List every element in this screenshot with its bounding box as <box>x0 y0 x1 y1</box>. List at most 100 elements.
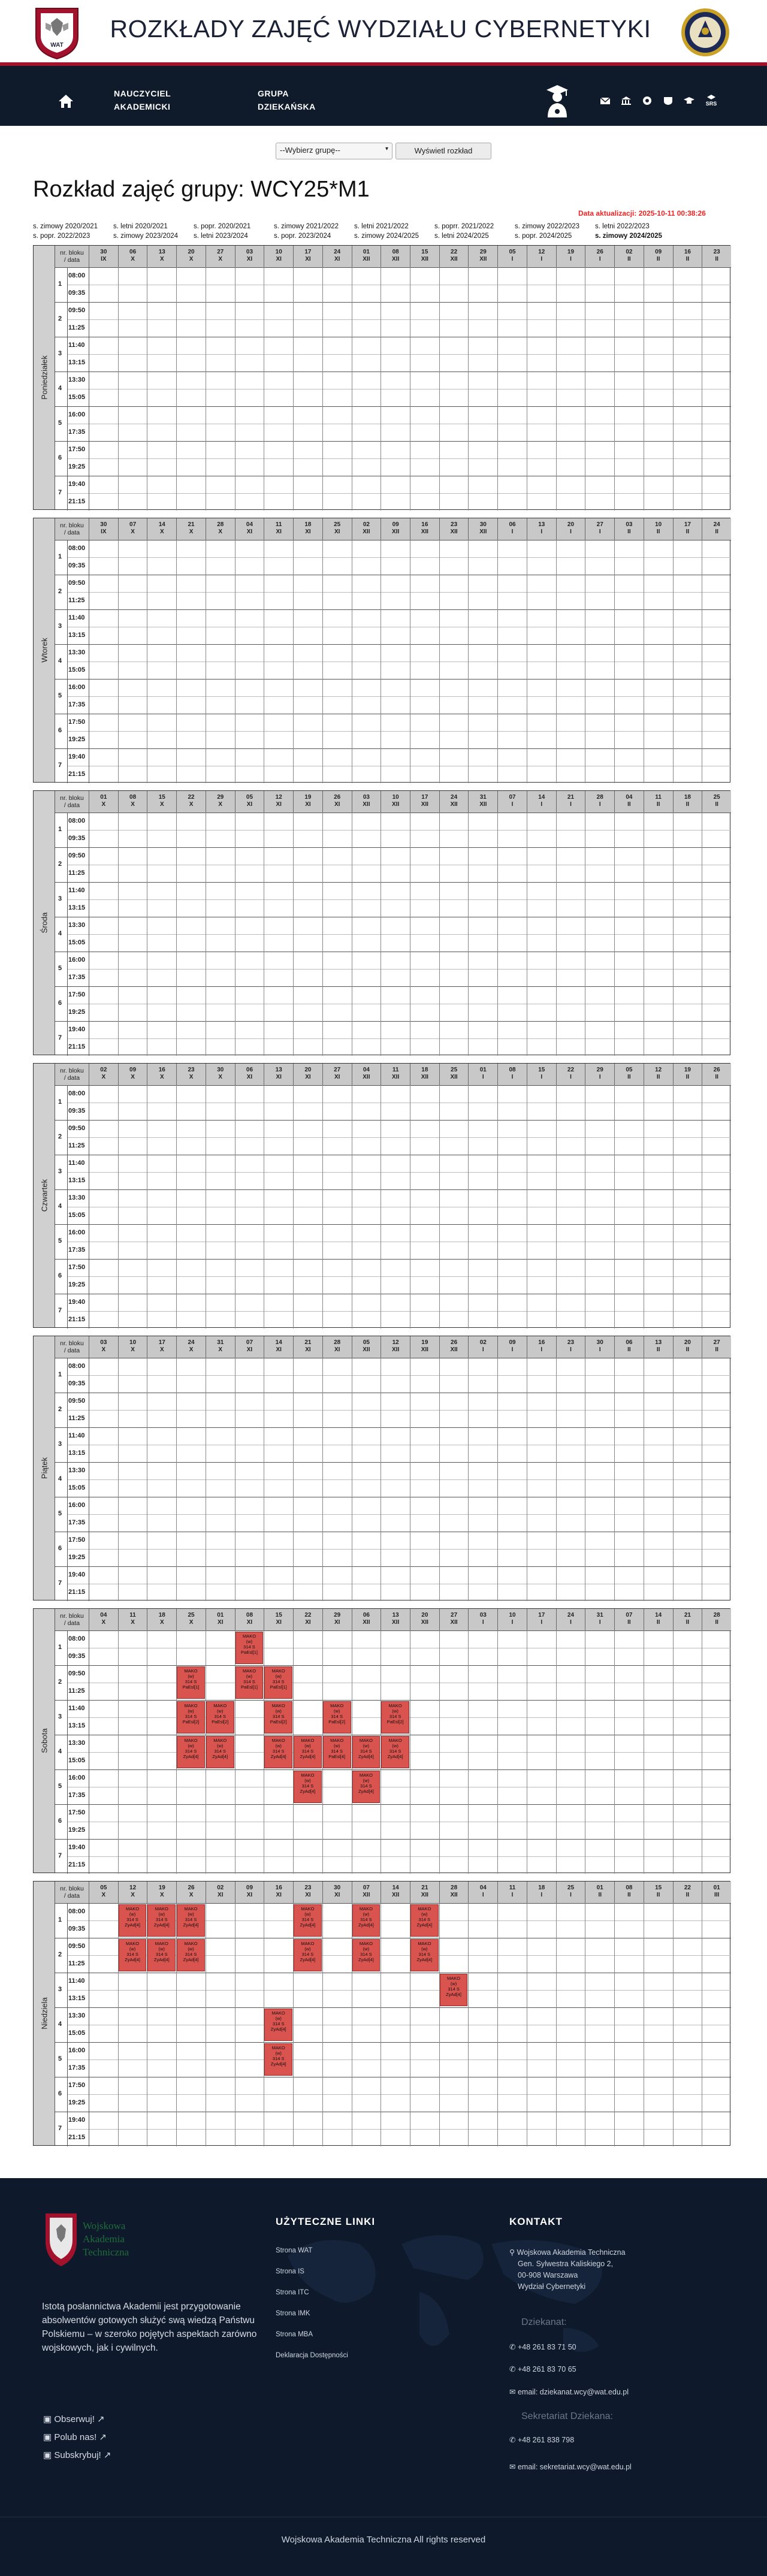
semester-link[interactable]: s. zimowy 2024/2025 <box>595 232 662 240</box>
dean-phone1[interactable]: ✆ +48 261 83 71 50 <box>509 2342 576 2353</box>
link-wat[interactable]: Strona WAT <box>276 2247 313 2254</box>
date-month: X <box>189 1619 194 1626</box>
row-divider <box>55 986 731 987</box>
class-event[interactable]: MAKO (w) 314 S PaEsl[1] <box>177 1666 205 1699</box>
class-event[interactable]: MAKO (w) 314 S ZyAd[4] <box>177 1904 205 1937</box>
group-select[interactable]: --Wybierz grupę-- ▾ <box>276 143 392 159</box>
block-number: 6 <box>58 999 62 1007</box>
semester-link[interactable]: s. zimowy 2020/2021 <box>33 223 98 230</box>
class-event[interactable]: MAKO (w) 314 S PaEsl[2] <box>206 1701 234 1734</box>
semester-link[interactable]: s. zimowy 2022/2023 <box>515 223 580 230</box>
sec-email[interactable]: ✉ email: sekretariat.wcy@wat.edu.pl <box>509 2462 632 2473</box>
nav-teacher[interactable]: NAUCZYCIEL AKADEMICKI <box>114 87 171 113</box>
class-event[interactable]: MAKO (w) 314 S ZyAd[4] <box>264 1736 293 1768</box>
link-accessibility[interactable]: Deklaracja Dostępności <box>276 2352 348 2359</box>
faculty-logo[interactable] <box>680 7 731 58</box>
class-event[interactable]: MAKO (w) 314 S ZyAd[4] <box>294 1736 322 1768</box>
srs-link[interactable]: SRS <box>702 95 720 108</box>
semester-link[interactable]: s. letni 2021/2022 <box>354 223 409 230</box>
date-month: XI <box>334 1619 340 1626</box>
class-event[interactable]: MAKO (w) 314 S PaEsl[2] <box>381 1701 409 1734</box>
half-row-divider <box>67 1311 731 1312</box>
semester-link[interactable]: s. letni 2024/2025 <box>434 232 489 240</box>
semester-link[interactable]: s. popr. 2023/2024 <box>274 232 331 240</box>
class-event[interactable]: MAKO (w) 314 S ZyAd[4] <box>352 1904 381 1937</box>
semester-link[interactable]: s. zimowy 2023/2024 <box>113 232 179 240</box>
block-number: 6 <box>58 1272 62 1279</box>
class-event[interactable]: MAKO (w) 314 S ZyAd[4] <box>410 1939 439 1971</box>
nav-group[interactable]: GRUPA DZIEKAŃSKA <box>258 87 316 113</box>
sec-phone[interactable]: ✆ +48 261 838 798 <box>509 2435 574 2446</box>
semester-link[interactable]: s. zimowy 2024/2025 <box>354 232 419 240</box>
block-end-time: 09:35 <box>68 1925 86 1932</box>
event-l1: MAKO <box>418 1906 431 1911</box>
mail-icon[interactable] <box>599 96 611 105</box>
class-event[interactable]: MAKO (w) 314 S ZyAd[4] <box>206 1736 234 1768</box>
link-is[interactable]: Strona IS <box>276 2268 304 2275</box>
date-header: 27 II <box>702 1336 731 1358</box>
class-event[interactable]: MAKO (w) 314 S PaEsl[1] <box>264 1666 293 1699</box>
semester-link[interactable]: s. letni 2023/2024 <box>194 232 248 240</box>
show-schedule-button[interactable]: Wyświetl rozkład <box>395 143 491 159</box>
class-event[interactable]: MAKO (w) 314 S ZyAd[4] <box>118 1939 147 1971</box>
class-event[interactable]: MAKO (w) 314 S PaEsl[4] <box>322 1736 351 1768</box>
class-event[interactable]: MAKO (w) 314 S ZyAd[4] <box>264 2043 293 2076</box>
class-event[interactable]: MAKO (w) 314 S ZyAd[4] <box>147 1904 176 1937</box>
social-youtube[interactable]: ▣ Subskrybuj! ↗ <box>43 2450 111 2460</box>
link-itc[interactable]: Strona ITC <box>276 2289 309 2296</box>
link-mba[interactable]: Strona MBA <box>276 2331 313 2338</box>
class-event[interactable]: MAKO (w) 314 S ZyAd[4] <box>381 1736 409 1768</box>
cap-icon[interactable] <box>683 96 695 105</box>
class-event[interactable]: MAKO (w) 314 S PaEsl[2] <box>177 1701 205 1734</box>
block-end-time: 13:15 <box>68 359 86 366</box>
date-header: 22 X <box>176 791 206 813</box>
date-header: 06 II <box>614 1336 644 1358</box>
footer-logo[interactable]: Wojskowa Akademia Techniczna <box>42 2211 150 2271</box>
semester-link[interactable]: s. zimowy 2021/2022 <box>274 223 339 230</box>
wat-logo[interactable]: WAT <box>30 5 84 60</box>
header-label-line1: nr. bloku <box>60 1612 84 1620</box>
event-l1: MAKO <box>301 1738 315 1743</box>
class-event[interactable]: MAKO (w) 314 S ZyAd[4] <box>294 1939 322 1971</box>
social-facebook[interactable]: ▣ Polub nas! ↗ <box>43 2432 107 2442</box>
class-event[interactable]: MAKO (w) 314 S ZyAd[4] <box>294 1904 322 1937</box>
semester-link[interactable]: s. poprr. 2021/2022 <box>434 223 494 230</box>
class-event[interactable]: MAKO (w) 314 S ZyAd[4] <box>352 1939 381 1971</box>
social-twitter[interactable]: ▣ Obserwuj! ↗ <box>43 2414 105 2424</box>
class-event[interactable]: MAKO (w) 314 S PaEsl[1] <box>235 1632 264 1664</box>
building-icon[interactable] <box>620 96 632 105</box>
date-day: 30 <box>596 1339 603 1346</box>
crest-icon[interactable] <box>662 96 674 105</box>
class-event[interactable]: MAKO (w) 314 S PaEsl[1] <box>235 1666 264 1699</box>
class-event[interactable]: MAKO (w) 314 S ZyAd[4] <box>410 1904 439 1937</box>
dean-phone2[interactable]: ✆ +48 261 83 70 65 <box>509 2364 576 2375</box>
semester-link[interactable]: s. popr. 2024/2025 <box>515 232 572 240</box>
class-event[interactable]: MAKO (w) 314 S ZyAd[4] <box>439 1974 468 2006</box>
link-imk[interactable]: Strona IMK <box>276 2310 310 2317</box>
date-header: 07 I <box>497 791 527 813</box>
class-event[interactable]: MAKO (w) 314 S ZyAd[4] <box>177 1736 205 1768</box>
class-event[interactable]: MAKO (w) 314 S PaEsl[2] <box>322 1701 351 1734</box>
class-event[interactable]: MAKO (w) 314 S ZyAd[4] <box>352 1771 381 1803</box>
class-event[interactable]: MAKO (w) 314 S ZyAd[4] <box>352 1736 381 1768</box>
block-start-time: 08:00 <box>68 1363 86 1370</box>
semester-link[interactable]: s. letni 2020/2021 <box>113 223 168 230</box>
class-event[interactable]: MAKO (w) 314 S ZyAd[4] <box>118 1904 147 1937</box>
graduate-user-icon[interactable] <box>545 84 569 119</box>
class-event[interactable]: MAKO (w) 314 S ZyAd[4] <box>264 2009 293 2041</box>
date-day: 13 <box>538 521 545 528</box>
footer-logo-line2: Akademia <box>83 2233 125 2245</box>
class-event[interactable]: MAKO (w) 314 S PaEsl[2] <box>264 1701 293 1734</box>
dean-email[interactable]: ✉ email: dziekanat.wcy@wat.edu.pl <box>509 2387 629 2398</box>
home-icon[interactable] <box>58 93 74 109</box>
class-event[interactable]: MAKO (w) 314 S ZyAd[4] <box>294 1771 322 1803</box>
col-divider <box>117 1903 119 2146</box>
emblem-icon[interactable] <box>641 96 653 105</box>
class-event[interactable]: MAKO (w) 314 S ZyAd[4] <box>147 1939 176 1971</box>
semester-link[interactable]: s. popr. 2022/2023 <box>33 232 90 240</box>
row-divider <box>55 1769 731 1770</box>
semester-link[interactable]: s. popr. 2020/2021 <box>194 223 251 230</box>
semester-link[interactable]: s. letni 2022/2023 <box>595 223 650 230</box>
class-event[interactable]: MAKO (w) 314 S ZyAd[4] <box>177 1939 205 1971</box>
block-start-time: 09:50 <box>68 1397 86 1405</box>
